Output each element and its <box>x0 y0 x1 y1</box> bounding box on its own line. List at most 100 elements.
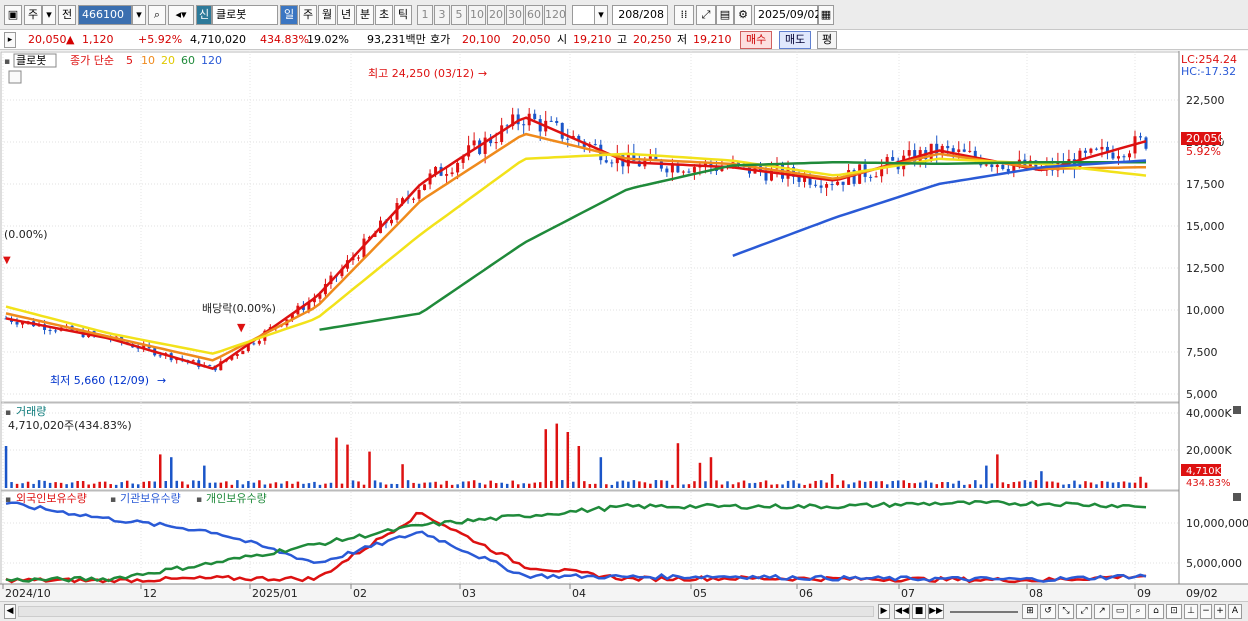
volume-info: 4,710,020주(434.83%) <box>8 419 132 432</box>
sell-button[interactable]: 매도 <box>779 31 812 49</box>
type-selector[interactable]: 주 <box>24 5 42 25</box>
holding-close-icon[interactable] <box>1233 493 1241 501</box>
period-button-2[interactable]: 월 <box>318 5 336 25</box>
volume-bar <box>1073 480 1076 488</box>
candle-body <box>1012 164 1016 172</box>
legend-foreign: 외국인보유수량 <box>16 492 87 505</box>
period-button-5[interactable]: 초 <box>375 5 393 25</box>
volume-bar <box>869 481 872 488</box>
volume-bar <box>21 483 24 488</box>
ma-10-label: 10 <box>141 54 155 67</box>
volume-bar <box>643 482 647 488</box>
tool-c-icon[interactable]: ⤡ <box>1058 604 1074 619</box>
sound-icon[interactable]: ◂▾ <box>168 5 194 25</box>
average-button[interactable]: 평 <box>817 31 838 49</box>
minute-button-4[interactable]: 20 <box>487 5 505 25</box>
volume-close-icon[interactable] <box>1233 406 1241 414</box>
font-size-icon[interactable]: A <box>1228 604 1242 619</box>
period-button-6[interactable]: 틱 <box>394 5 412 25</box>
search-icon[interactable]: ⌕ <box>148 5 166 25</box>
candle-body <box>1006 168 1010 172</box>
candle-body <box>318 294 322 299</box>
panel-settings-icon[interactable] <box>8 70 22 84</box>
code-input[interactable]: 466100 <box>78 5 132 25</box>
minute-button-7[interactable]: 120 <box>544 5 566 25</box>
candle-body <box>241 351 245 355</box>
grid-icon[interactable]: ⁞⁞ <box>674 5 694 25</box>
tool-e-icon[interactable]: ↗ <box>1094 604 1110 619</box>
minute-button-1[interactable]: 3 <box>434 5 450 25</box>
date-input[interactable]: 2025/09/02 <box>754 5 821 25</box>
minute-button-6[interactable]: 60 <box>525 5 543 25</box>
volume-bar <box>37 480 41 488</box>
scroll-left-icon[interactable]: ◀ <box>4 604 16 619</box>
buy-button[interactable]: 매수 <box>740 31 773 49</box>
save-icon[interactable]: ▤ <box>716 5 734 25</box>
volume-value: 4,710,020 <box>190 33 246 46</box>
minute-button-2[interactable]: 5 <box>451 5 467 25</box>
volume-bar <box>516 484 520 488</box>
volume-bar <box>731 484 735 488</box>
volume-bar <box>1067 484 1071 488</box>
candle-body <box>434 166 438 174</box>
period-button-1[interactable]: 주 <box>299 5 317 25</box>
candle-body <box>1001 164 1005 169</box>
volume-bar <box>1144 482 1148 488</box>
pin-icon[interactable]: ⊥ <box>1184 604 1198 619</box>
tool-d-icon[interactable]: ⤢ <box>1076 604 1092 619</box>
candle-body <box>312 298 316 303</box>
volume-bar <box>285 481 289 488</box>
horizontal-scrollbar[interactable] <box>18 606 874 617</box>
quote-toggle-icon[interactable]: ▸ <box>4 32 16 48</box>
volume-bar <box>1139 476 1142 488</box>
tool-f-icon[interactable]: ▭ <box>1112 604 1128 619</box>
candle-body <box>15 321 19 325</box>
lc-label: LC:254.24 <box>1181 53 1237 66</box>
tool-h-icon[interactable]: ⌂ <box>1148 604 1164 619</box>
volume-bar <box>638 481 641 488</box>
window-icon[interactable]: ▣ <box>4 5 22 25</box>
minute-button-3[interactable]: 10 <box>468 5 486 25</box>
volume-bar <box>847 484 850 488</box>
candle-body <box>246 343 250 352</box>
stock-chart[interactable]: 22,50020,00017,50015,00012,50010,0007,50… <box>0 51 1248 601</box>
code-dropdown-icon[interactable]: ▾ <box>132 5 146 25</box>
rewind-icon[interactable]: ◀◀ <box>894 604 910 619</box>
svg-text:▪: ▪ <box>196 495 202 505</box>
stop-icon[interactable]: ■ <box>912 604 926 619</box>
candle-body <box>1116 156 1120 159</box>
volume-bar <box>687 484 691 488</box>
zoom-in-icon[interactable]: + <box>1214 604 1226 619</box>
candle-body <box>907 150 911 156</box>
period-button-3[interactable]: 년 <box>337 5 355 25</box>
ma-line-120 <box>732 159 1147 257</box>
volume-bar <box>610 484 614 488</box>
candle-body <box>301 305 305 310</box>
tool-i-icon[interactable]: ⊡ <box>1166 604 1182 619</box>
volume-bar <box>247 481 250 488</box>
zoom-slider[interactable] <box>950 611 1018 613</box>
volume-bar <box>417 483 421 488</box>
count-dropdown-icon[interactable]: ▾ <box>594 5 608 25</box>
draw-icon[interactable]: ⤢ <box>696 5 716 25</box>
tool-a-icon[interactable]: ⊞ <box>1022 604 1038 619</box>
minute-button-5[interactable]: 30 <box>506 5 524 25</box>
scroll-right-icon[interactable]: ▶ <box>878 604 890 619</box>
period-button-0[interactable]: 일 <box>280 5 298 25</box>
candle-body <box>555 121 559 123</box>
volume-bar <box>599 457 603 488</box>
zoom-out-icon[interactable]: − <box>1200 604 1212 619</box>
volume-bar <box>649 483 652 488</box>
gear-icon[interactable]: ⚙ <box>734 5 752 25</box>
tool-g-icon[interactable]: ⌕ <box>1130 604 1146 619</box>
forward-icon[interactable]: ▶▶ <box>928 604 944 619</box>
calendar-icon[interactable]: ▦ <box>818 5 834 25</box>
candle-body <box>604 160 608 163</box>
type-dropdown-icon[interactable]: ▾ <box>42 5 56 25</box>
period-button-4[interactable]: 분 <box>356 5 374 25</box>
stock-name-field[interactable]: 클로봇 <box>212 5 278 25</box>
prev-button[interactable]: 전 <box>58 5 76 25</box>
minute-button-0[interactable]: 1 <box>417 5 433 25</box>
tool-b-icon[interactable]: ↺ <box>1040 604 1056 619</box>
volume-bar <box>4 446 8 488</box>
